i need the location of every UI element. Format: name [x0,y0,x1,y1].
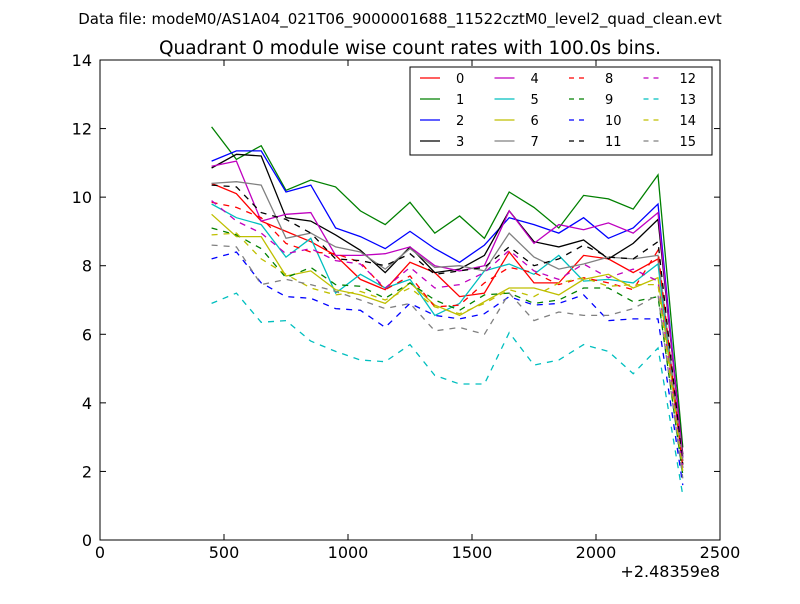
legend-label-12: 12 [680,72,697,87]
y-tick-label: 2 [82,462,92,481]
legend-label-9: 9 [605,93,613,108]
x-tick-label: 2000 [576,543,617,562]
x-tick-label: 2500 [700,543,741,562]
y-tick-label: 8 [82,257,92,276]
y-tick-label: 0 [82,531,92,550]
legend-label-2: 2 [456,114,464,129]
plot-frame [99,59,721,541]
legend-label-0: 0 [456,72,464,87]
series-3-line [211,153,684,455]
chart-title: Quadrant 0 module wise count rates with … [159,38,661,59]
legend-label-1: 1 [456,93,464,108]
series-1-line [211,126,684,448]
y-tick-label: 4 [82,394,92,413]
series-8-line [211,201,684,469]
legend-label-11: 11 [605,135,622,150]
series-12-line [211,200,684,469]
legend-label-7: 7 [531,135,539,150]
legend-label-8: 8 [605,72,613,87]
legend-label-13: 13 [680,93,697,108]
series-layer [211,126,684,496]
series-5-line [211,203,684,469]
y-tick-label: 10 [72,188,92,207]
series-7-line [211,181,684,462]
legend-label-4: 4 [531,72,539,87]
y-tick-label: 14 [72,51,92,70]
series-15-line [211,244,684,479]
x-tick-label: 500 [209,543,240,562]
legend-label-5: 5 [531,93,539,108]
series-4-line [211,160,684,458]
series-10-line [211,251,684,486]
x-tick-label: 1000 [328,543,369,562]
legend-label-6: 6 [531,114,539,129]
series-2-line [211,150,684,458]
legend-label-3: 3 [456,135,464,150]
legend-label-10: 10 [605,114,622,129]
y-tick-label: 6 [82,325,92,344]
x-offset-label: +2.48359e8 [620,562,720,581]
y-tick-label: 12 [72,120,92,139]
series-13-line [211,292,684,496]
x-tick-label: 1500 [452,543,493,562]
figure-suptitle: Data file: modeM0/AS1A04_021T06_90000016… [78,10,722,29]
legend-box [409,66,713,156]
series-14-line [211,232,684,472]
legend-label-15: 15 [680,135,697,150]
x-tick-label: 0 [95,543,105,562]
legend-label-14: 14 [680,114,697,129]
series-9-line [211,227,684,475]
